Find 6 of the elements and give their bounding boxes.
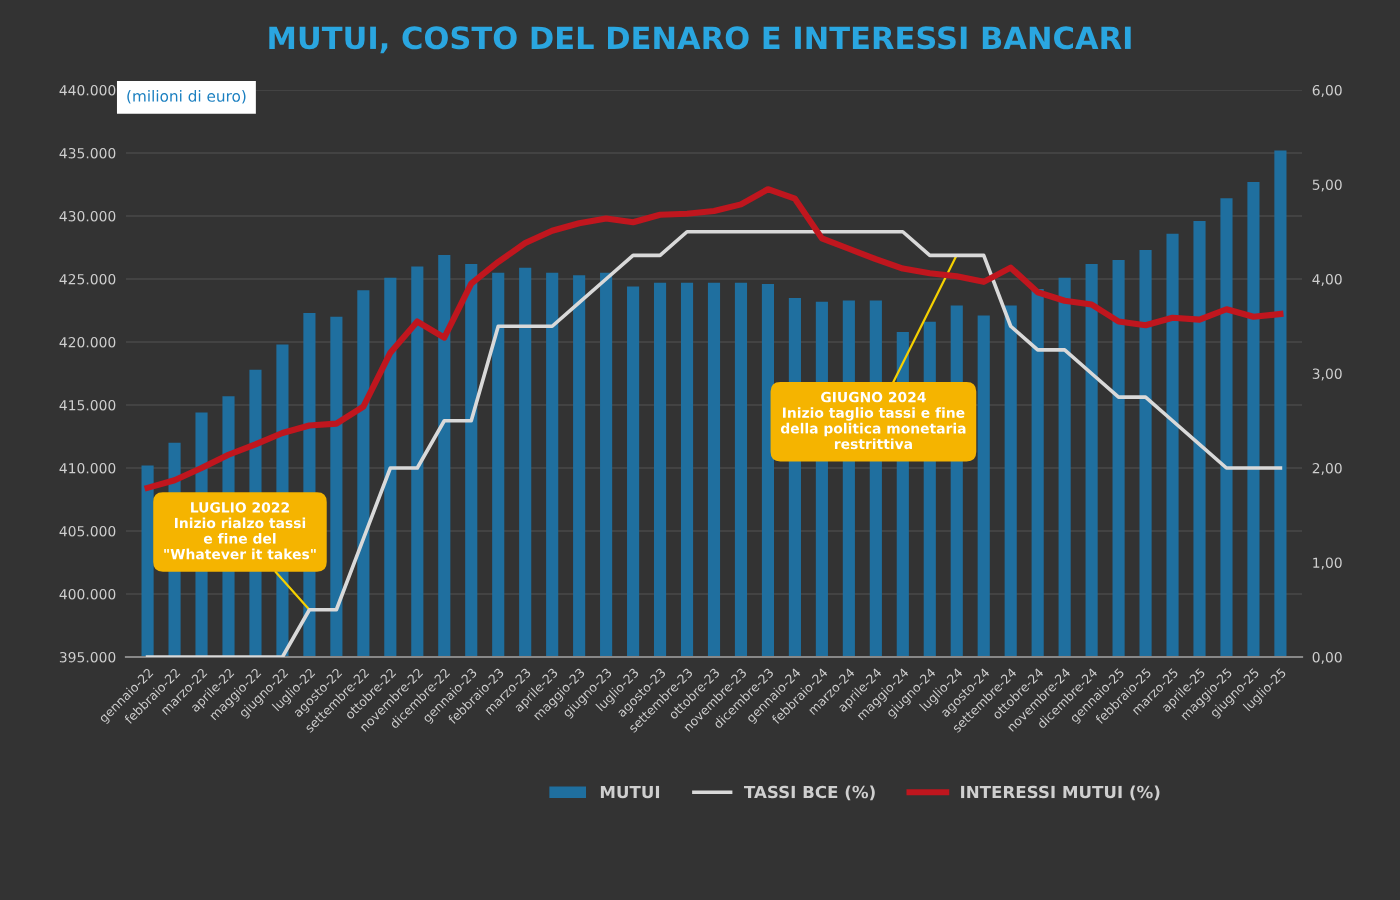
line-series <box>144 186 1284 491</box>
chart-title: MUTUI, COSTO DEL DENARO E INTERESSI BANCARI <box>269 26 1131 54</box>
line-series <box>145 229 1283 657</box>
legend-label: MUTUI <box>600 785 660 799</box>
legend-label: INTERESSI MUTUI (%) <box>961 785 1160 801</box>
legend-label: TASSI BCE (%) <box>744 785 875 801</box>
